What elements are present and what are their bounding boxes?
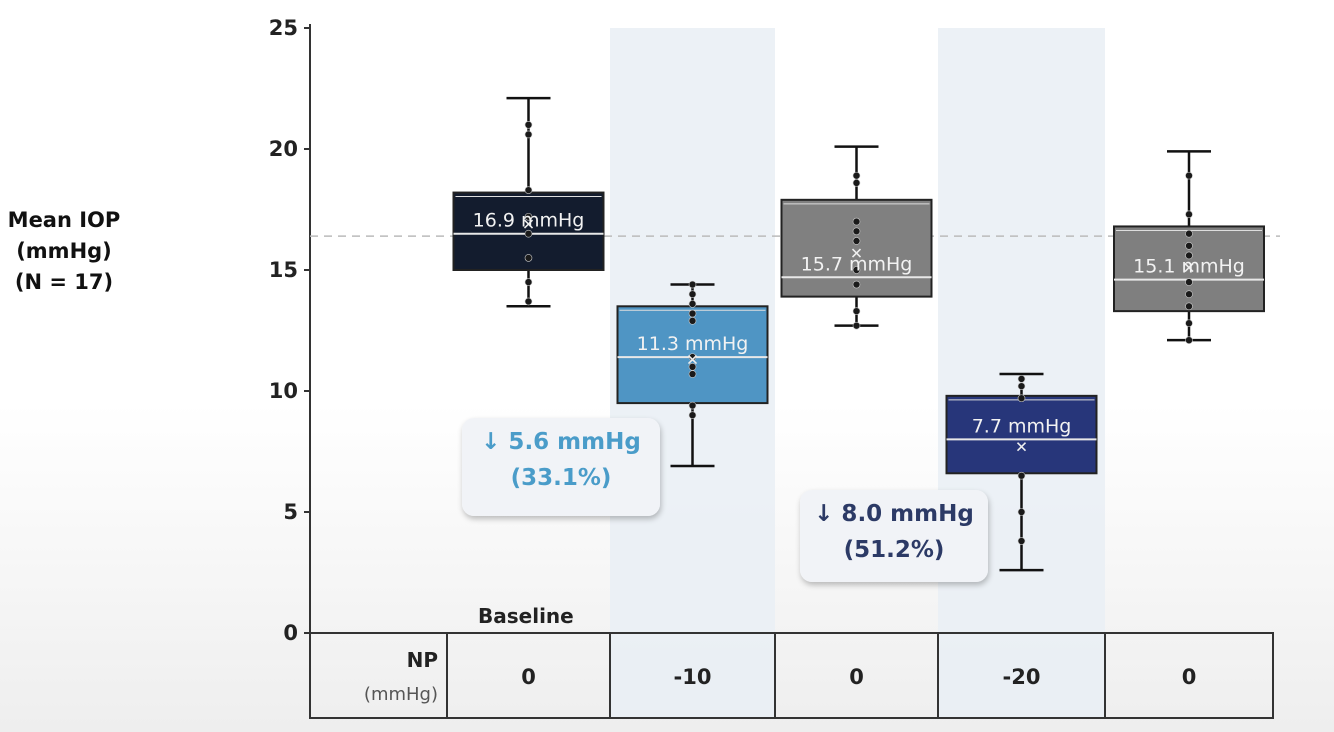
mean-marker [1184,263,1194,273]
y-tick-label: 15 [269,258,298,282]
data-point [688,411,697,420]
mean-marker [851,248,862,258]
data-point [1017,508,1026,516]
np-row-unit: (mmHg) [364,684,438,705]
data-point [1185,242,1193,250]
data-point [1185,336,1193,344]
data-point [852,171,861,180]
reduction-callout-10: ↓ 5.6 mmHg (33.1%) [462,418,660,516]
data-point [1185,290,1193,299]
data-point [1185,251,1193,260]
np-value: 0 [521,665,536,689]
mean-marker-stroke [1184,263,1194,273]
data-point [688,300,697,308]
data-point [524,212,533,221]
np-value: 0 [849,665,864,689]
box-mean-label: 7.7 mmHg [972,415,1072,437]
y-tick-label: 10 [269,379,298,403]
data-point [852,321,861,330]
y-tick-label: 0 [283,621,298,645]
box-mean-label: 15.1 mmHg [1133,256,1245,278]
mean-marker-stroke [851,248,862,258]
data-point [1185,319,1193,328]
np-row-label: NP [407,648,438,672]
mean-marker-stroke [687,354,698,365]
data-point [688,290,697,299]
data-point [524,278,533,286]
box [945,394,1098,475]
data-point [1017,471,1026,480]
data-point [688,370,697,378]
data-point [1017,537,1026,545]
box-mean-label: 15.7 mmHg [801,253,913,275]
mean-marker-stroke [1016,442,1027,452]
data-point [852,280,861,289]
data-point [688,362,697,371]
np-value: -10 [674,665,712,689]
y-tick-label: 20 [269,137,298,161]
box-mean-label: 16.9 mmHg [473,210,585,232]
data-point [524,186,533,194]
data-point [852,266,861,274]
np-table [309,632,1274,719]
reduction-value: ↓ 5.6 mmHg [481,429,641,455]
y-axis-label-line: (mmHg) [16,239,112,263]
data-point [1185,171,1193,180]
data-point [1017,375,1026,383]
reduction-value: ↓ 8.0 mmHg [814,501,974,527]
data-point [852,237,861,245]
y-tick-label: 25 [269,16,298,40]
data-point [688,309,697,318]
y-tick-label: 5 [283,500,298,524]
data-point [524,130,533,139]
np-value: -20 [1003,665,1041,689]
data-point [1185,278,1193,286]
data-point [1017,382,1026,390]
data-point [524,229,533,238]
data-point [852,307,861,315]
data-point [688,401,697,410]
y-axis-label-line: (N = 17) [14,270,114,294]
y-axis-label-line: Mean IOP [7,208,121,232]
reduction-percent: (51.2%) [843,537,945,563]
baseline-label: Baseline [478,604,574,628]
data-point [524,297,533,306]
box [780,198,933,298]
reduction-percent: (33.1%) [510,465,612,491]
mean-marker [1016,442,1027,452]
reduction-callout-20: ↓ 8.0 mmHg (51.2%) [800,490,988,582]
data-point [688,280,697,289]
data-point [1185,210,1193,219]
data-point [1185,229,1193,238]
mean-marker [523,219,534,229]
data-point [852,179,861,187]
data-point [524,254,533,262]
box-mean-label: 11.3 mmHg [637,333,749,355]
np-value: 0 [1182,665,1197,689]
data-point [524,121,533,129]
mean-marker-stroke [523,219,534,229]
data-point [852,227,861,236]
data-point [1017,394,1026,403]
mean-marker [687,354,698,365]
data-point [1185,302,1193,311]
data-point [688,317,697,325]
data-point [852,217,861,226]
y-axis-label: Mean IOP (mmHg) (N = 17) [0,205,128,298]
